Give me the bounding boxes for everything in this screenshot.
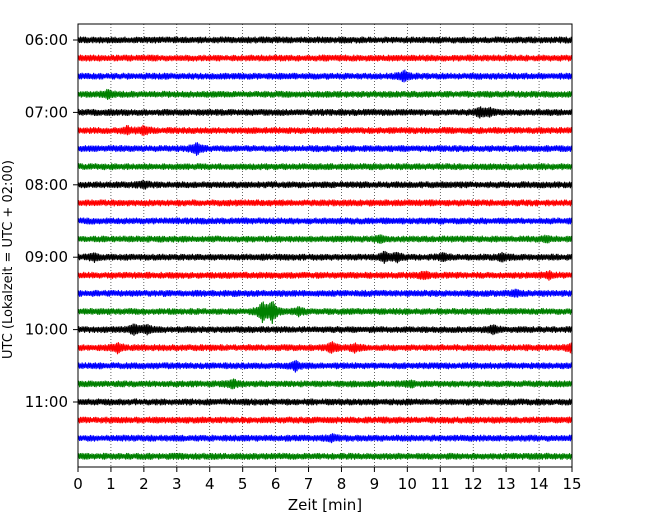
x-tick-label: 12	[464, 475, 483, 493]
x-tick-label: 5	[238, 475, 248, 493]
x-tick-label: 0	[73, 475, 83, 493]
x-tick-label: 11	[431, 475, 450, 493]
x-tick-label: 1	[106, 475, 116, 493]
x-tick-label: 8	[337, 475, 347, 493]
trace-1115	[77, 416, 573, 424]
x-tick-label: 3	[172, 475, 182, 493]
trace-1145	[77, 452, 573, 460]
x-tick-label: 4	[205, 475, 215, 493]
y-axis-title: UTC (Lokalzeit = UTC + 02:00)	[1, 160, 16, 359]
x-tick-label: 10	[398, 475, 417, 493]
trace-0930	[77, 288, 573, 298]
trace-0645	[77, 88, 573, 101]
trace-0615	[77, 54, 573, 62]
trace-0745	[77, 163, 573, 171]
trace-1015	[77, 341, 573, 355]
x-tick-label: 9	[370, 475, 380, 493]
trace-0630	[77, 69, 573, 83]
x-tick-label: 14	[530, 475, 549, 493]
trace-0700	[77, 106, 573, 119]
trace-0600	[77, 36, 573, 44]
trace-1030	[77, 359, 573, 373]
y-tick-label: 07:00	[25, 103, 68, 121]
y-tick-label: 10:00	[25, 321, 68, 339]
y-tick-label: 11:00	[25, 393, 68, 411]
trace-0815	[77, 199, 573, 207]
trace-1000	[77, 323, 573, 336]
y-tick-label: 06:00	[25, 31, 68, 49]
x-tick-label: 6	[271, 475, 281, 493]
plot-area-frame	[77, 23, 573, 468]
y-tick-label: 08:00	[25, 176, 68, 194]
trace-0830	[77, 217, 573, 225]
trace-0800	[77, 179, 573, 190]
y-tick-label: 09:00	[25, 248, 68, 266]
x-tick-label: 7	[304, 475, 314, 493]
y-axis: 06:00 07:00 08:00 09:00 10:00 11:00	[25, 31, 78, 411]
x-axis: 0 1 2 3 4 5 6 7 8 9 10 11 12 13 14 15	[73, 467, 582, 493]
trace-0945	[77, 301, 573, 325]
x-axis-title: Zeit [min]	[288, 496, 362, 514]
seismic-traces	[77, 36, 573, 460]
trace-0915	[77, 270, 573, 281]
trace-0900	[77, 250, 573, 264]
x-tick-label: 2	[139, 475, 149, 493]
trace-0715	[77, 124, 573, 137]
trace-0845	[77, 234, 573, 245]
x-tick-label: 15	[562, 475, 581, 493]
x-tick-label: 13	[497, 475, 516, 493]
trace-1130	[77, 433, 573, 444]
trace-0730	[77, 142, 573, 156]
trace-1045	[77, 378, 573, 390]
trace-1100	[77, 398, 573, 406]
minute-grid	[110, 24, 540, 467]
